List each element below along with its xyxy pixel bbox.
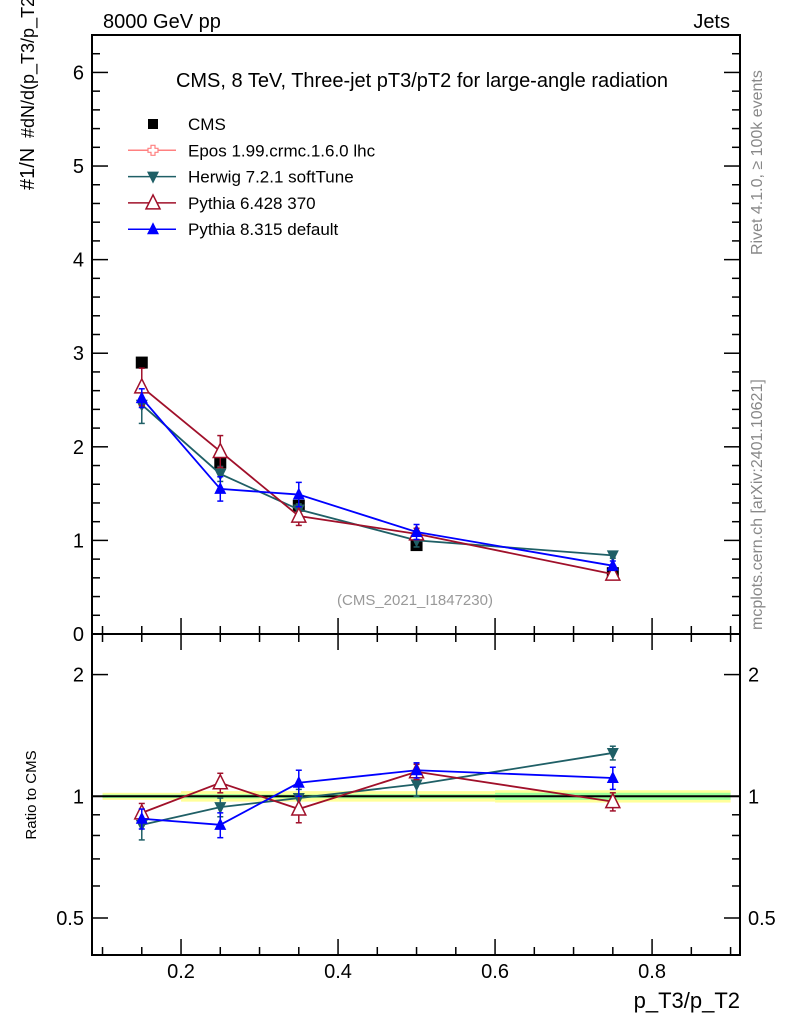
- legend-label: Herwig 7.2.1 softTune: [188, 168, 354, 187]
- legend-item: Herwig 7.2.1 softTune: [128, 168, 354, 187]
- legend-item: Pythia 8.315 default: [128, 220, 339, 239]
- legend-label: CMS: [188, 115, 226, 134]
- main-pythia-8-point: [135, 391, 148, 404]
- ratio-pythia-8-point: [135, 811, 148, 824]
- legend-marker-open-cross: [147, 144, 159, 156]
- main-pythia-8-point: [606, 558, 619, 571]
- ratio-y-tick-label: 0.5: [56, 908, 84, 930]
- header-left: 8000 GeV pp: [103, 11, 221, 33]
- ratio-y-tick-label-right: 1: [748, 786, 759, 808]
- ratio-herwig-7-point: [606, 747, 619, 760]
- ratio-pythia-6-point: [212, 773, 229, 790]
- legend-item: Epos 1.99.crmc.1.6.0 lhc: [128, 141, 376, 160]
- y-tick-label: 4: [73, 250, 84, 272]
- ratio-herwig-7-point: [214, 802, 227, 815]
- ratio-herwig-7-point: [410, 779, 423, 792]
- main-y-label: #1/N #dN/d(p_T3/p_T2): [17, 0, 39, 190]
- y-tick-label: 6: [73, 62, 84, 84]
- legend-item: Pythia 6.428 370: [128, 193, 316, 213]
- legend-item: CMS: [148, 115, 226, 134]
- y-label-norm: #1/N: [17, 148, 39, 190]
- legend-marker-square: [148, 119, 158, 129]
- x-tick-label: 0.2: [167, 961, 195, 983]
- main-pythia-6-point: [604, 564, 622, 581]
- main-herwig-7-point: [214, 468, 227, 481]
- ratio-pythia-6-point: [604, 791, 622, 809]
- legend-marker-triangle-up: [147, 222, 159, 235]
- y-tick-label: 0: [73, 624, 84, 646]
- ratio-y-tick-label: 1: [73, 786, 84, 808]
- legend-label: Epos 1.99.crmc.1.6.0 lhc: [188, 141, 376, 160]
- main-cms-point: [135, 356, 148, 369]
- legend-label: Pythia 8.315 default: [188, 220, 339, 239]
- main-pythia-8-point: [292, 487, 305, 500]
- ratio-pythia-8-point: [606, 770, 619, 783]
- x-tick-label: 0.4: [324, 961, 352, 983]
- x-tick-label: 0.8: [638, 961, 666, 983]
- ratio-y-tick-label: 2: [73, 665, 84, 687]
- y-tick-label: 2: [73, 437, 84, 459]
- x-label: p_T3/p_T2: [634, 988, 740, 1013]
- main-pythia-6-point: [290, 506, 308, 523]
- side-label-bottom: mcplots.cern.ch [arXiv:2401.10621]: [749, 379, 766, 630]
- side-label-top: Rivet 4.1.0, ≥ 100k events: [749, 70, 766, 255]
- main-pythia-8-line: [141, 397, 613, 567]
- chart-title: CMS, 8 TeV, Three-jet pT3/pT2 for large-…: [176, 70, 668, 92]
- ratio-pythia-8-point: [292, 775, 305, 788]
- y-tick-label: 1: [73, 530, 84, 552]
- header-right: Jets: [693, 11, 730, 33]
- ratio-y-label: Ratio to CMS: [23, 750, 40, 839]
- main-herwig-7-point: [606, 550, 619, 563]
- ratio-pythia-8-point: [410, 763, 423, 776]
- ratio-y-tick-label-right: 2: [748, 665, 759, 687]
- ratio-pythia-8-point: [214, 817, 227, 830]
- main-pythia-8-point: [214, 481, 227, 494]
- watermark: (CMS_2021_I1847230): [337, 592, 493, 609]
- main-pythia-6-point: [212, 441, 229, 459]
- x-tick-label: 0.6: [481, 961, 509, 983]
- legend-marker-open-triangle-up: [144, 193, 162, 210]
- ratio-y-tick-label-right: 0.5: [748, 908, 776, 930]
- y-tick-label: 3: [73, 343, 84, 365]
- legend-label: Pythia 6.428 370: [188, 194, 316, 213]
- main-pythia-8-point: [410, 524, 423, 537]
- y-label-frac: #dN/d(p_T3/p_T2): [18, 0, 39, 138]
- ratio-pythia-6-point: [290, 799, 308, 816]
- y-tick-label: 5: [73, 156, 84, 178]
- legend-marker-triangle-down: [147, 171, 159, 184]
